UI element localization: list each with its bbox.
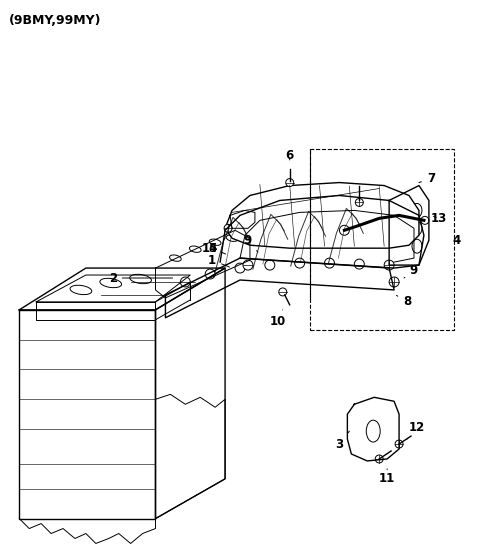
Text: 9: 9 [244,234,258,252]
Bar [310,149,454,330]
Circle shape [395,440,403,448]
Circle shape [265,260,275,270]
Circle shape [389,277,399,287]
Text: 8: 8 [396,295,411,309]
Text: 14: 14 [202,238,225,254]
Circle shape [384,260,394,270]
Text: 11: 11 [379,469,395,485]
Polygon shape [225,182,419,248]
Text: 13: 13 [431,212,447,225]
Text: 6: 6 [286,149,294,162]
Text: 2: 2 [108,272,173,285]
Text: 12: 12 [407,421,425,439]
Text: 3: 3 [336,431,349,450]
Text: (9BMY,99MY): (9BMY,99MY) [9,13,102,27]
Ellipse shape [209,239,221,246]
Ellipse shape [412,222,422,235]
Text: 10: 10 [270,310,286,328]
Circle shape [235,263,245,273]
Ellipse shape [412,239,422,253]
Circle shape [375,455,383,463]
Circle shape [243,260,253,270]
Circle shape [286,179,294,186]
Ellipse shape [130,275,151,283]
Ellipse shape [190,246,201,252]
Circle shape [295,258,305,268]
Ellipse shape [70,285,92,295]
Circle shape [180,277,190,287]
Text: 1: 1 [208,253,229,267]
Circle shape [354,259,364,269]
Text: 7: 7 [419,172,435,185]
Ellipse shape [100,278,121,288]
Circle shape [224,224,232,232]
Text: 4: 4 [453,234,461,247]
Circle shape [421,217,429,224]
Circle shape [339,225,349,235]
Text: 5: 5 [208,242,226,254]
Circle shape [205,269,215,279]
Text: 9: 9 [404,263,418,278]
Circle shape [279,288,287,296]
Ellipse shape [169,255,181,261]
Ellipse shape [226,235,238,242]
Ellipse shape [412,204,422,218]
Ellipse shape [366,420,380,442]
Circle shape [324,258,335,268]
Circle shape [355,199,363,206]
